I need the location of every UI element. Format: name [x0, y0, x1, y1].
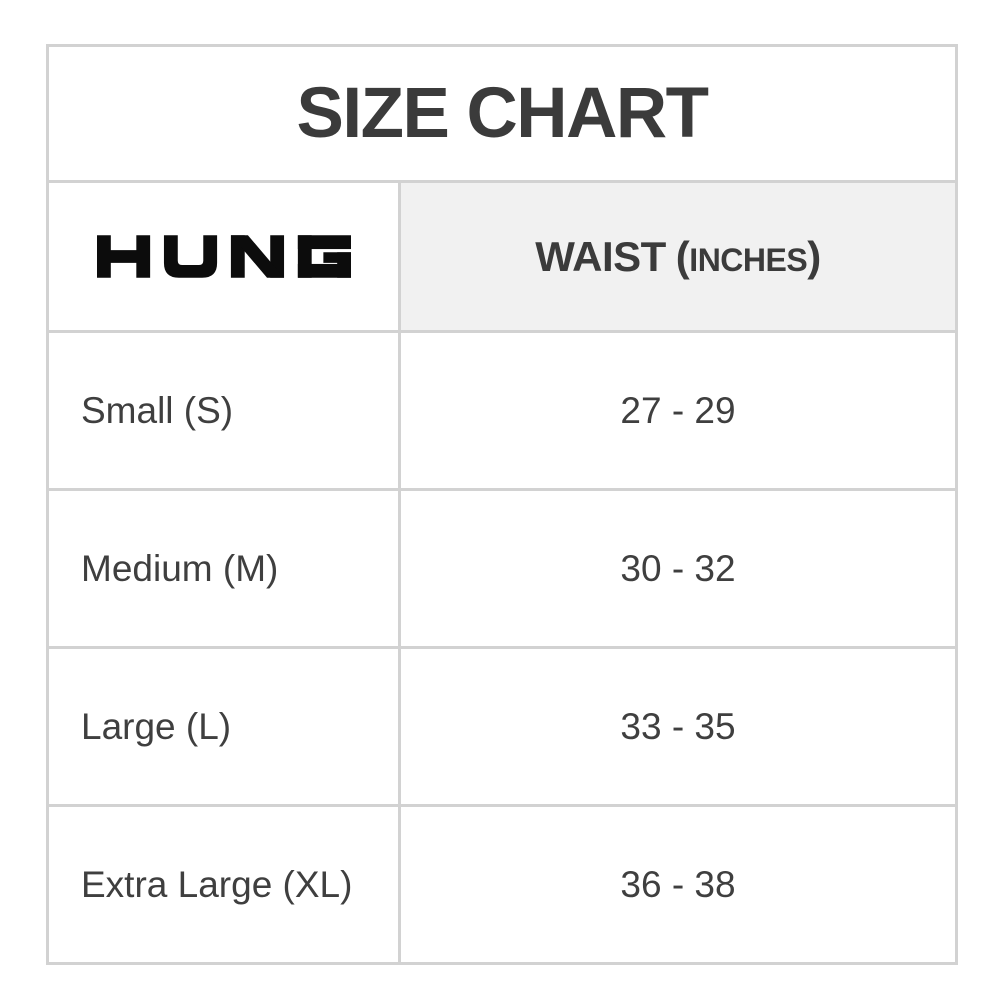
waist-column-header: WAIST (INCHES) [398, 180, 958, 333]
waist-value: 36 - 38 [398, 804, 958, 965]
size-label: Large (L) [46, 646, 401, 807]
waist-unit: INCHES [689, 241, 808, 278]
size-chart-table: SIZE CHART HUNG [46, 44, 958, 965]
size-label: Small (S) [46, 330, 401, 491]
waist-label: WAIST [535, 232, 666, 280]
waist-value: 33 - 35 [398, 646, 958, 807]
waist-value: 30 - 32 [398, 488, 958, 649]
table-row-small: Small (S) 27 - 29 [46, 330, 958, 491]
hung-logo [96, 235, 351, 278]
size-label: Medium (M) [46, 488, 401, 649]
waist-value: 27 - 29 [398, 330, 958, 491]
unit-paren-open: ( [675, 232, 690, 280]
title-row: SIZE CHART [46, 44, 958, 183]
page-title: SIZE CHART [296, 74, 710, 153]
header-row: HUNG [46, 180, 958, 333]
table-row-extra-large: Extra Large (XL) 36 - 38 [46, 804, 958, 965]
table-row-large: Large (L) 33 - 35 [46, 646, 958, 807]
title-cell: SIZE CHART [46, 44, 958, 183]
table-row-medium: Medium (M) 30 - 32 [46, 488, 958, 649]
size-label: Extra Large (XL) [46, 804, 401, 965]
unit-paren-close: ) [807, 232, 821, 280]
brand-cell: HUNG [46, 180, 401, 333]
